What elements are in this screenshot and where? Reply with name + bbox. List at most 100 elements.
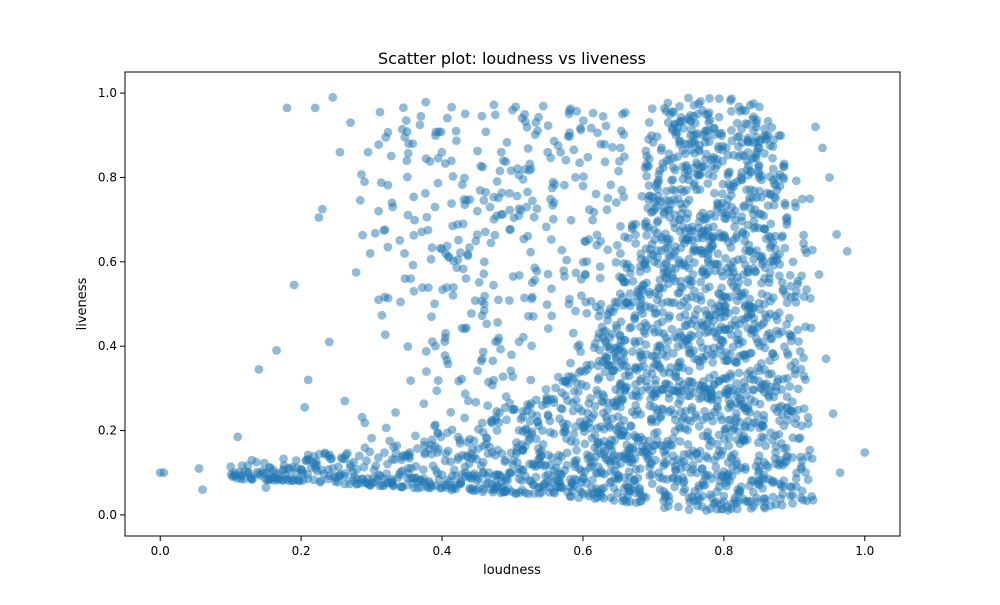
scatter-point: [371, 461, 381, 471]
scatter-point: [627, 322, 636, 332]
scatter-point: [531, 434, 541, 444]
scatter-point: [448, 172, 458, 181]
scatter-point: [396, 297, 405, 307]
scatter-point: [710, 349, 719, 359]
scatter-point: [383, 293, 393, 303]
scatter-point: [674, 502, 683, 512]
scatter-point: [580, 269, 590, 279]
scatter-point: [740, 382, 750, 392]
scatter-point: [690, 258, 699, 267]
scatter-point: [694, 329, 704, 339]
scatter-point: [627, 454, 637, 464]
scatter-point: [419, 465, 428, 474]
scatter-point: [457, 323, 467, 333]
scatter-point: [712, 402, 722, 411]
scatter-point: [718, 337, 728, 347]
scatter-point: [647, 479, 657, 489]
scatter-point: [709, 316, 719, 325]
scatter-point: [602, 205, 612, 215]
scatter-point: [771, 193, 781, 203]
scatter-point: [738, 337, 747, 347]
scatter-point: [354, 451, 364, 461]
scatter-point: [422, 367, 431, 376]
scatter-point: [479, 484, 488, 494]
scatter-point: [419, 399, 429, 409]
scatter-point: [411, 461, 421, 471]
scatter-point: [751, 153, 761, 163]
scatter-point: [696, 291, 705, 301]
scatter-point: [530, 275, 540, 285]
scatter-point: [460, 109, 470, 119]
scatter-point: [495, 166, 505, 176]
scatter-point: [381, 423, 391, 433]
scatter-point: [749, 385, 758, 395]
scatter-point: [793, 325, 803, 335]
scatter-point: [668, 433, 678, 443]
scatter-point: [684, 93, 693, 103]
scatter-point: [457, 180, 467, 190]
scatter-point: [494, 295, 503, 305]
scatter-point: [564, 299, 574, 309]
scatter-point: [642, 264, 652, 274]
scatter-point: [724, 441, 734, 451]
scatter-point: [615, 157, 624, 166]
scatter-point: [794, 337, 803, 346]
scatter-point: [413, 444, 422, 453]
scatter-point: [383, 180, 393, 190]
scatter-point: [684, 263, 694, 273]
scatter-point: [617, 185, 627, 195]
scatter-point: [600, 157, 610, 167]
scatter-point: [726, 330, 736, 339]
scatter-point: [797, 421, 806, 431]
scatter-point: [254, 365, 264, 374]
scatter-point: [605, 342, 615, 351]
scatter-point: [556, 147, 565, 157]
scatter-point: [538, 101, 548, 111]
scatter-point: [482, 319, 491, 329]
scatter-point: [395, 236, 405, 245]
scatter-point: [472, 230, 482, 240]
scatter-point: [652, 132, 662, 142]
scatter-point: [465, 243, 474, 253]
scatter-point: [682, 213, 691, 223]
scatter-point: [572, 445, 581, 455]
scatter-point: [506, 166, 516, 176]
scatter-point: [159, 468, 169, 478]
scatter-point: [229, 468, 239, 478]
scatter-point: [490, 230, 500, 240]
scatter-point: [524, 311, 533, 321]
scatter-point: [718, 189, 727, 199]
scatter-point: [520, 110, 529, 119]
scatter-point: [675, 388, 684, 398]
scatter-point: [758, 484, 767, 493]
scatter-point: [440, 159, 450, 168]
scatter-point: [628, 445, 637, 455]
scatter-point: [449, 465, 459, 475]
scatter-point: [586, 360, 596, 370]
scatter-point: [502, 415, 511, 425]
scatter-point: [583, 454, 593, 463]
scatter-point: [573, 342, 582, 351]
scatter-point: [489, 280, 498, 290]
scatter-point: [726, 277, 736, 287]
scatter-point: [700, 480, 710, 490]
scatter-point: [703, 427, 713, 437]
scatter-point: [494, 418, 504, 427]
scatter-point: [596, 237, 605, 246]
scatter-point: [689, 388, 699, 398]
scatter-point: [721, 143, 731, 152]
scatter-point: [616, 126, 626, 136]
scatter-point: [557, 245, 567, 255]
scatter-point: [807, 454, 817, 463]
scatter-point: [644, 161, 653, 171]
scatter-point: [760, 149, 769, 158]
scatter-point: [785, 313, 794, 323]
scatter-point: [798, 194, 807, 204]
scatter-point: [586, 123, 596, 133]
scatter-point: [472, 206, 482, 216]
scatter-point: [707, 388, 717, 398]
scatter-point: [761, 441, 770, 451]
scatter-point: [654, 177, 663, 187]
scatter-point: [351, 268, 361, 277]
